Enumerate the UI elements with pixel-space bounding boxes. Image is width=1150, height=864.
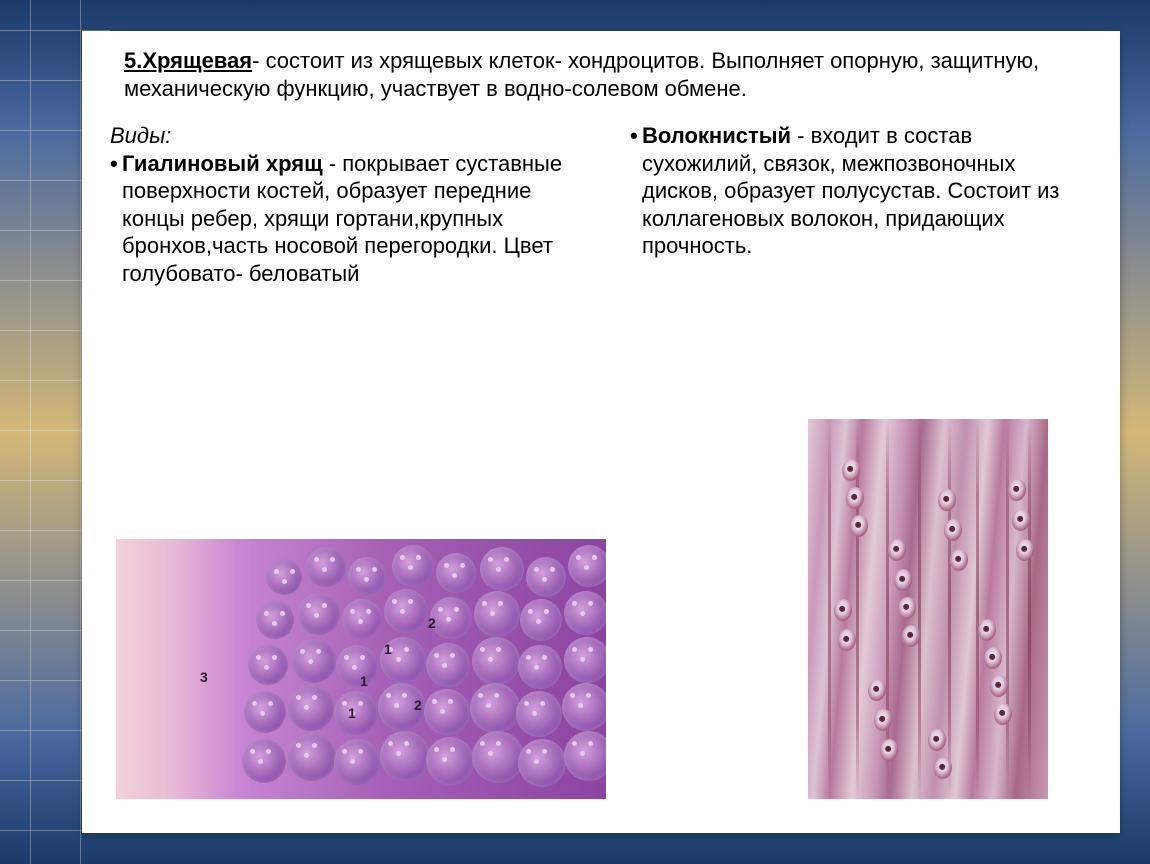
hyaline-cell (392, 545, 434, 587)
hyaline-cell (470, 683, 520, 733)
hyaline-num-label: 2 (414, 697, 422, 713)
hyaline-cell (518, 645, 562, 689)
slide-card: 5.Хрящевая- состоит из хрящевых клеток- … (82, 31, 1120, 833)
hyaline-cell (256, 601, 294, 639)
hyaline-cell (384, 589, 428, 633)
left-column: Виды: • Гиалиновый хрящ - покрывает суст… (110, 122, 600, 287)
hyaline-num-label: 3 (200, 669, 208, 685)
hyaline-num-label: 1 (348, 705, 356, 721)
hyaline-cell (480, 547, 524, 591)
hyaline-bullet: • Гиалиновый хрящ - покрывает суставные … (110, 150, 600, 288)
intro-body: - состоит из хрящевых клеток- хондроцито… (124, 48, 1039, 101)
hyaline-cell (426, 643, 470, 687)
hyaline-cell (244, 691, 286, 733)
hyaline-body: Гиалиновый хрящ - покрывает суставные по… (122, 150, 600, 288)
hyaline-cell (520, 599, 562, 641)
hyaline-num-label: 1 (360, 673, 368, 689)
hyaline-cell (562, 683, 606, 731)
hyaline-cell (266, 559, 302, 595)
hyaline-cell (380, 731, 430, 781)
hyaline-cell (516, 691, 562, 737)
hyaline-cell (334, 739, 380, 785)
hyaline-cell (424, 689, 470, 735)
fibrous-streak (948, 419, 951, 799)
hyaline-cell (298, 593, 340, 635)
hyaline-cell (242, 739, 286, 783)
hyaline-image: 111223 (116, 539, 606, 799)
hyaline-cell (518, 739, 566, 787)
fibrous-streak (828, 419, 831, 799)
fibrous-streak (976, 419, 979, 799)
fibrous-image (808, 419, 1048, 799)
hyaline-cell (288, 685, 334, 731)
hyaline-cell (564, 731, 606, 781)
hyaline-cell (564, 637, 606, 683)
hyaline-cell (336, 645, 378, 687)
hyaline-cell (564, 591, 606, 635)
hyaline-term: Гиалиновый хрящ (122, 151, 323, 176)
hyaline-cell (288, 733, 336, 781)
hyaline-num-label: 2 (428, 615, 436, 631)
columns-wrap: Виды: • Гиалиновый хрящ - покрывает суст… (110, 122, 1092, 287)
fibrous-streak (1006, 419, 1009, 799)
fibrous-term: Волокнистый (642, 123, 791, 148)
hyaline-cell (430, 597, 472, 639)
bullet-icon: • (110, 150, 122, 288)
fibrous-streak (918, 419, 921, 799)
hyaline-cell (292, 639, 336, 683)
hyaline-cell (472, 637, 520, 685)
hyaline-cell (474, 591, 520, 637)
hyaline-cell (348, 557, 386, 595)
right-column: • Волокнистый - входит в состав сухожили… (630, 122, 1060, 287)
bullet-icon: • (630, 122, 642, 260)
hyaline-cell (426, 737, 474, 785)
fibrous-bullet: • Волокнистый - входит в состав сухожили… (630, 122, 1060, 260)
fibrous-body: Волокнистый - входит в состав сухожилий,… (642, 122, 1060, 260)
types-label: Виды: (110, 122, 600, 150)
hyaline-num-label: 1 (384, 641, 392, 657)
intro-text: 5.Хрящевая- состоит из хрящевых клеток- … (124, 47, 1084, 102)
hyaline-cell (334, 691, 378, 735)
hyaline-cell (472, 731, 524, 783)
intro-title: 5.Хрящевая (124, 48, 252, 73)
fibrous-streak (1028, 419, 1031, 799)
